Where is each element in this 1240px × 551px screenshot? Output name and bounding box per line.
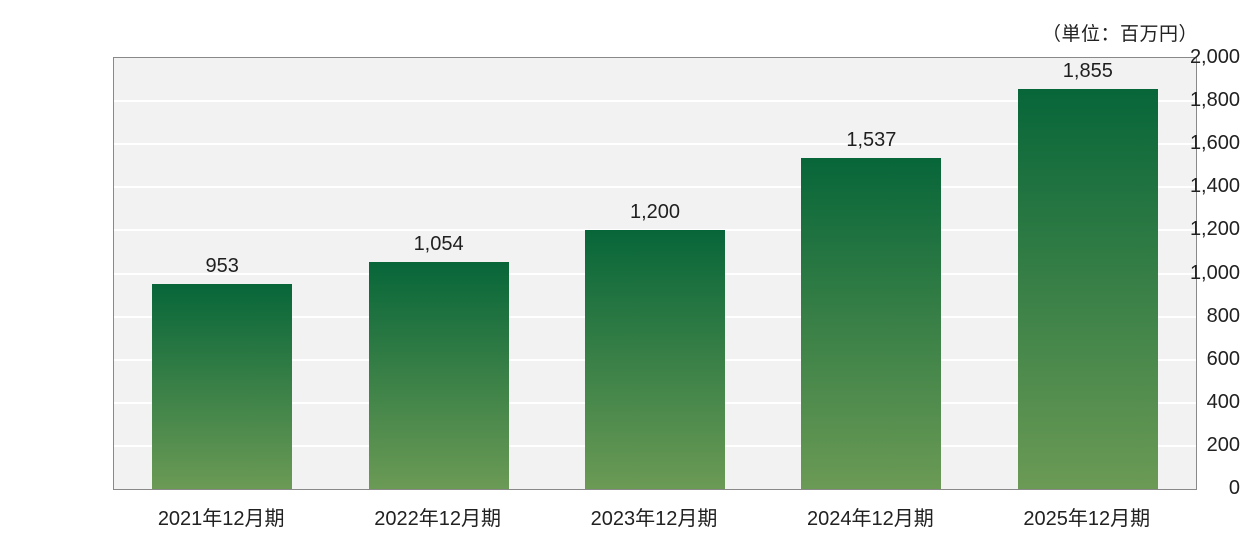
bar-2022年12月期 [368, 261, 509, 489]
bar-value-label: 1,200 [629, 201, 681, 224]
y-axis-tick-label: 1,000 [1189, 261, 1240, 284]
bar-2023年12月期 [585, 230, 725, 489]
y-axis-tick-label: 2,000 [1189, 46, 1240, 68]
bar-value-label: 1,537 [846, 128, 897, 151]
gridline [114, 100, 1196, 103]
bar-value-label: 1,054 [413, 232, 464, 255]
y-axis-tick-label: 1,200 [1189, 218, 1240, 241]
x-axis-category-label: 2024年12月期 [807, 508, 934, 530]
y-axis-tick-label: 1,800 [1189, 89, 1240, 112]
y-axis-tick-label: 800 [1206, 304, 1240, 327]
y-axis-tick-label: 1,600 [1189, 132, 1240, 155]
bar-value-label: 953 [205, 254, 239, 277]
bar-value-label: 1,855 [1062, 60, 1113, 83]
bar-2024年12月期 [801, 157, 942, 489]
y-axis-tick-label: 1,400 [1189, 175, 1240, 198]
y-axis-tick-label: 400 [1206, 390, 1240, 413]
x-axis-category-label: 2023年12月期 [590, 508, 718, 530]
x-axis-category-label: 2021年12月期 [157, 508, 285, 530]
gridline [114, 143, 1196, 146]
unit-label: （単位：百万円） [1041, 24, 1198, 45]
bar-2025年12月期 [1017, 89, 1158, 489]
y-axis-tick-label: 600 [1206, 347, 1240, 370]
gridline [114, 186, 1196, 189]
x-axis-category-label: 2025年12月期 [1023, 508, 1151, 530]
bar-2021年12月期 [152, 283, 293, 489]
y-axis-tick-label: 0 [1228, 477, 1240, 499]
plot-area: 953 1,054 1,200 1,537 1,855 [113, 57, 1197, 490]
y-axis-tick-label: 200 [1206, 433, 1240, 456]
x-axis-category-label: 2022年12月期 [374, 508, 501, 530]
